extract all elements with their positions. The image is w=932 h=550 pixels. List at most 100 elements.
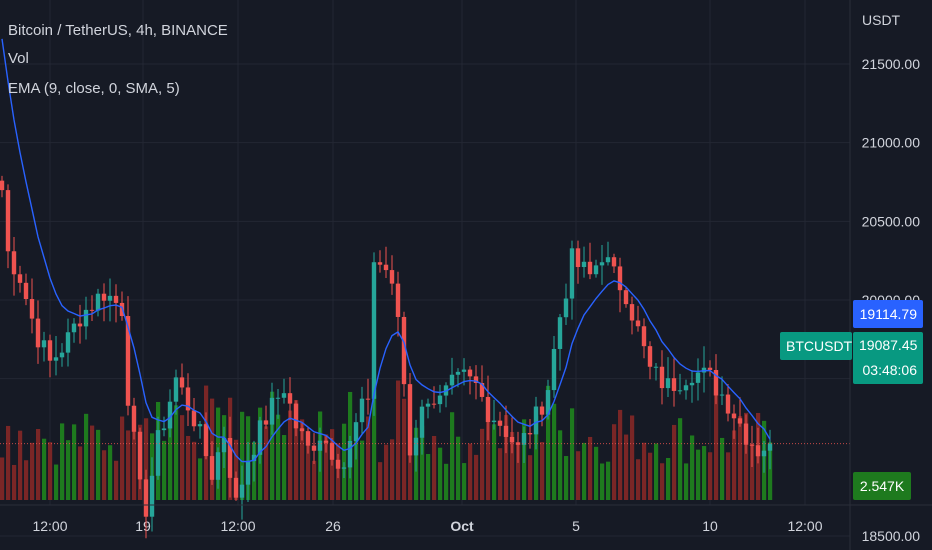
volume-bar bbox=[108, 445, 113, 500]
symbol-legend[interactable]: Bitcoin / TetherUS, 4h, BINANCE bbox=[8, 22, 228, 39]
ema-legend[interactable]: EMA (9, close, 0, SMA, 5) bbox=[8, 80, 180, 97]
volume-bar bbox=[420, 425, 425, 500]
volume-bar bbox=[654, 443, 659, 500]
volume-bar bbox=[660, 463, 665, 500]
volume-bar bbox=[630, 415, 635, 500]
ema-line bbox=[1, 38, 771, 463]
candle-body bbox=[65, 332, 71, 353]
volume-bar bbox=[0, 457, 5, 500]
candle-body bbox=[329, 442, 335, 460]
candle-body bbox=[347, 440, 353, 468]
x-tick-label: 19 bbox=[135, 518, 151, 534]
candle-body bbox=[275, 397, 281, 399]
volume-bar bbox=[738, 416, 743, 500]
volume-bar bbox=[126, 430, 131, 500]
candle-body bbox=[689, 382, 695, 386]
candle-body bbox=[395, 283, 401, 317]
candle-body bbox=[101, 293, 107, 301]
candle-body bbox=[665, 378, 671, 389]
candle-body bbox=[167, 401, 173, 429]
volume-legend[interactable]: Vol bbox=[8, 50, 29, 67]
volume-bar bbox=[714, 394, 719, 500]
candle-body bbox=[677, 390, 683, 392]
volume-bar bbox=[690, 435, 695, 500]
volume-bar bbox=[720, 437, 725, 500]
candle-body bbox=[161, 428, 167, 431]
volume-bar bbox=[474, 454, 479, 500]
candle-body bbox=[107, 295, 113, 301]
volume-bar bbox=[564, 456, 569, 500]
volume-bar bbox=[288, 410, 293, 500]
volume-bar bbox=[768, 442, 773, 500]
candle-body bbox=[683, 385, 689, 391]
candle-body bbox=[647, 346, 653, 367]
candle-body bbox=[407, 384, 413, 456]
candle-body bbox=[491, 420, 497, 423]
candle-body bbox=[599, 262, 605, 266]
candle-body bbox=[173, 377, 179, 402]
candle-body bbox=[713, 370, 719, 396]
x-tick-label: 12:00 bbox=[220, 518, 255, 534]
volume-bar bbox=[162, 440, 167, 500]
candle-body bbox=[593, 265, 599, 275]
volume-bar bbox=[732, 430, 737, 500]
volume-bar bbox=[588, 436, 593, 500]
candle-body bbox=[401, 316, 407, 385]
candle-body bbox=[755, 445, 761, 457]
volume-bar bbox=[342, 423, 347, 500]
volume-bar bbox=[492, 424, 497, 500]
volume-bar bbox=[270, 391, 275, 500]
x-tick-label: 26 bbox=[325, 518, 341, 534]
volume-bar bbox=[384, 444, 389, 500]
candle-body bbox=[629, 304, 635, 321]
candle-body bbox=[89, 309, 95, 311]
candle-body bbox=[515, 442, 521, 445]
volume-bar bbox=[390, 439, 395, 500]
volume-bar bbox=[60, 423, 65, 500]
volume-bar bbox=[96, 429, 101, 500]
candle-body bbox=[251, 454, 257, 462]
volume-bar bbox=[168, 414, 173, 500]
volume-bar bbox=[642, 442, 647, 500]
volume-bar bbox=[510, 432, 515, 500]
volume-bar bbox=[378, 462, 383, 500]
candle-body bbox=[527, 433, 533, 435]
candle-body bbox=[641, 326, 647, 347]
candle-body bbox=[335, 459, 341, 469]
candle-body bbox=[767, 443, 773, 451]
candle-body bbox=[569, 248, 575, 299]
volume-bar bbox=[606, 461, 611, 500]
candle-body bbox=[143, 479, 149, 517]
candle-body bbox=[83, 309, 89, 327]
candle-body bbox=[281, 393, 287, 398]
volume-bar bbox=[396, 380, 401, 500]
volume-bar bbox=[504, 415, 509, 500]
volume-bar bbox=[558, 430, 563, 500]
candle-body bbox=[359, 398, 365, 423]
volume-bar bbox=[666, 458, 671, 500]
volume-bar bbox=[186, 435, 191, 500]
candle-body bbox=[365, 398, 371, 400]
volume-bar bbox=[408, 426, 413, 500]
volume-bar bbox=[234, 439, 239, 500]
volume-bar bbox=[6, 425, 11, 500]
candle-body bbox=[737, 418, 743, 424]
price-axis-currency: USDT bbox=[862, 12, 901, 28]
candle-body bbox=[473, 376, 479, 384]
volume-bar bbox=[30, 442, 35, 500]
volume-bar bbox=[54, 464, 59, 500]
volume-bar bbox=[684, 463, 689, 500]
candle-body bbox=[341, 467, 347, 469]
candle-body bbox=[203, 424, 209, 457]
y-tick-label: 21000.00 bbox=[862, 135, 921, 151]
volume-bar bbox=[114, 460, 119, 500]
x-tick-label: Oct bbox=[450, 518, 474, 534]
candle-body bbox=[587, 261, 593, 275]
candle-body bbox=[605, 257, 611, 263]
volume-bar bbox=[624, 434, 629, 500]
volume-bar bbox=[462, 463, 467, 500]
volume-bar bbox=[480, 428, 485, 500]
volume-bar bbox=[570, 408, 575, 500]
volume-bar bbox=[726, 452, 731, 500]
symbol-name-tag: BTCUSDT bbox=[780, 332, 852, 360]
